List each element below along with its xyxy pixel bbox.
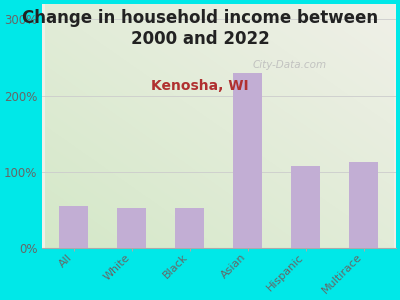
Text: Change in household income between
2000 and 2022: Change in household income between 2000 …	[22, 9, 378, 48]
Bar	[117, 208, 146, 248]
Text: City-Data.com: City-Data.com	[252, 60, 327, 70]
Bar	[291, 166, 320, 248]
Bar	[233, 73, 262, 248]
Bar	[349, 162, 378, 248]
Text: Kenosha, WI: Kenosha, WI	[151, 80, 249, 94]
Bar	[59, 206, 88, 248]
Bar	[175, 208, 204, 248]
